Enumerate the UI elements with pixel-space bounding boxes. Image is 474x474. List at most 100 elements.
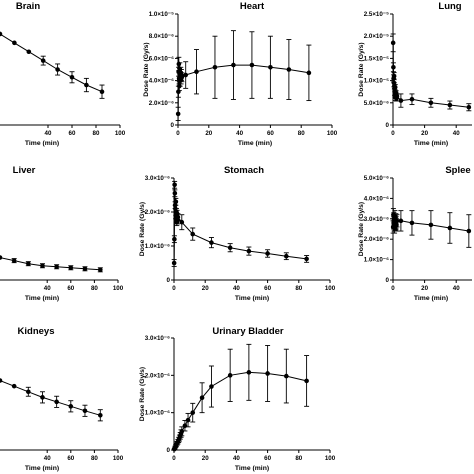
panel-splee-data-point: [428, 222, 434, 228]
panel-splee-y-tick-label: 2.0×10⁻⁶: [364, 236, 389, 243]
panel-lung-data-point: [391, 64, 396, 70]
panel-stomach-data-point: [175, 214, 181, 220]
panel-liver-x-tick-label: 80: [91, 285, 98, 292]
panel-splee-x-tick-label: 0: [391, 285, 395, 292]
panel-kidneys-x-tick-label: 80: [91, 455, 98, 462]
panel-brain-data-point: [0, 31, 3, 37]
panel-stomach: Stomach 0 20 40 60 80 100 0 1.0×10⁻⁶ 2.0×10⁻⁶ 3.0×…: [139, 165, 336, 302]
panel-stomach-data-point: [179, 219, 185, 225]
panel-heart-data-point: [268, 64, 273, 70]
panel-heart: Heart 0 20 40 60 80 100 0 2.0×10⁻⁶ 4.0×10⁻⁶ 6.0×10…: [143, 1, 338, 147]
panel-urinary-bladder-y-tick-label: 1.0×10⁻⁶: [145, 410, 170, 417]
panel-stomach-data-point: [304, 256, 309, 262]
panel-stomach-x-tick-label: 40: [233, 285, 240, 292]
panel-brain-data-point: [99, 89, 105, 94]
panel-brain-series-line: [0, 33, 103, 93]
panel-kidneys-data-point: [54, 399, 59, 405]
panel-brain: Brain 40 60 80 100 Time (min): [0, 1, 126, 147]
panel-heart-data-point: [231, 62, 236, 68]
panel-urinary-bladder-y-tick-label: 2.0×10⁻⁶: [145, 372, 170, 379]
panel-brain-data-point: [55, 67, 60, 72]
panel-lung-y-tick-label: 2.5×10⁻⁵: [364, 11, 389, 18]
panel-urinary-bladder-data-point: [190, 410, 196, 415]
panel-urinary-bladder-data-point: [304, 378, 309, 384]
panel-kidneys-x-tick-label: 100: [113, 455, 124, 462]
panel-kidneys-x-label: Time (min): [25, 465, 59, 472]
panel-kidneys-data-point: [68, 404, 74, 409]
panel-splee-data-point: [466, 228, 472, 234]
panel-splee-data-point: [409, 220, 415, 226]
panel-kidneys-data-point: [98, 412, 103, 418]
panel-splee: Splee 0 20 40 0 1.0×10⁻⁶ 2.0×10⁻⁶ 3.0×10⁻⁶ 4.0×1…: [358, 165, 472, 302]
panel-splee-x-label: Time (min): [414, 295, 448, 302]
panel-splee-y-label: Dose Rate (Gy/s): [358, 202, 365, 256]
panel-urinary-bladder-y-tick-label: 0: [167, 447, 171, 454]
panel-urinary-bladder: Urinary Bladder 0 20 40 60 80 100 0 1.0×10⁻⁶ 2.0×…: [139, 326, 336, 472]
panel-lung-title: Lung: [438, 1, 461, 12]
panel-liver-x-tick-label: 100: [113, 285, 124, 292]
panel-brain-x-tick-label: 100: [115, 130, 126, 137]
panel-splee-y-tick-label: 5.0×10⁻⁶: [364, 175, 389, 182]
panel-kidneys-series-line: [0, 380, 101, 416]
panel-liver-title: Liver: [13, 165, 36, 176]
panel-lung-data-point: [466, 104, 472, 110]
panel-heart-y-tick-label: 1.0×10⁻⁵: [149, 11, 174, 18]
panel-stomach-data-point: [173, 199, 179, 205]
panel-heart-data-point: [179, 74, 185, 80]
panel-stomach-x-tick-label: 80: [295, 285, 302, 292]
panel-lung-y-tick-label: 5.0×10⁻⁶: [364, 100, 389, 107]
panel-splee-data-point: [447, 225, 453, 231]
panel-kidneys-data-point: [82, 408, 88, 414]
panel-heart-y-tick-label: 6.0×10⁻⁶: [149, 55, 174, 62]
panel-stomach-title: Stomach: [224, 165, 264, 176]
panel-urinary-bladder-data-point: [209, 384, 214, 389]
panel-heart-x-tick-label: 100: [327, 130, 338, 137]
panel-liver-data-point: [82, 266, 88, 272]
panel-kidneys-x-tick-label: 40: [44, 455, 51, 462]
panel-stomach-series-line: [173, 184, 307, 264]
panel-stomach-y-label: Dose Rate (Gy/s): [139, 202, 146, 256]
panel-stomach-y-tick-label: 2.0×10⁻⁶: [145, 209, 170, 216]
panel-liver-data-point: [11, 258, 17, 263]
panel-stomach-x-label: Time (min): [235, 295, 269, 302]
panel-stomach-data-point: [246, 248, 252, 254]
panel-stomach-x-tick-label: 60: [264, 285, 271, 292]
panel-lung-data-point: [390, 40, 396, 46]
panel-stomach-data-point: [172, 182, 177, 188]
panel-urinary-bladder-data-point: [185, 417, 191, 423]
panel-brain-data-point: [40, 58, 46, 63]
panel-stomach-y-tick-label: 3.0×10⁻⁶: [145, 175, 170, 182]
panel-urinary-bladder-data-point: [284, 373, 289, 379]
panel-splee-title: Splee: [445, 165, 470, 176]
panel-stomach-y-tick-label: 1.0×10⁻⁶: [145, 243, 170, 250]
panel-urinary-bladder-x-tick-label: 0: [172, 455, 176, 462]
panel-urinary-bladder-data-point: [246, 370, 252, 375]
panel-heart-data-point: [286, 67, 292, 72]
panel-stomach-data-point: [227, 245, 233, 250]
panel-kidneys-data-point: [0, 378, 3, 383]
panel-stomach-x-tick-label: 100: [325, 285, 336, 292]
panel-liver: Liver 40 60 80 100 Time (min): [0, 165, 124, 302]
panel-urinary-bladder-x-tick-label: 100: [325, 455, 336, 462]
panel-stomach-data-point: [172, 236, 177, 242]
panel-urinary-bladder-data-point: [227, 373, 233, 378]
panel-heart-data-point: [175, 111, 181, 117]
panel-kidneys-data-point: [11, 383, 17, 389]
panel-heart-x-tick-label: 80: [298, 130, 305, 137]
panel-lung-x-tick-label: 40: [453, 130, 460, 137]
panel-urinary-bladder-title: Urinary Bladder: [212, 326, 284, 337]
panel-splee-x-tick-label: 20: [421, 285, 428, 292]
panel-stomach-data-point: [284, 253, 289, 259]
panel-heart-y-label: Dose Rate (Gy/s): [143, 42, 150, 96]
panel-splee-data-point: [394, 222, 399, 228]
panel-urinary-bladder-data-point: [182, 423, 188, 429]
panel-lung-series-line: [392, 42, 469, 108]
panel-splee-data-point: [394, 218, 400, 224]
panel-liver-x-label: Time (min): [25, 295, 59, 302]
panel-liver-data-point: [68, 265, 74, 271]
panel-kidneys-data-point: [26, 389, 31, 395]
panel-urinary-bladder-y-tick-label: 3.0×10⁻⁶: [145, 335, 170, 342]
panel-heart-data-point: [212, 64, 218, 70]
panel-lung-data-point: [398, 98, 404, 103]
